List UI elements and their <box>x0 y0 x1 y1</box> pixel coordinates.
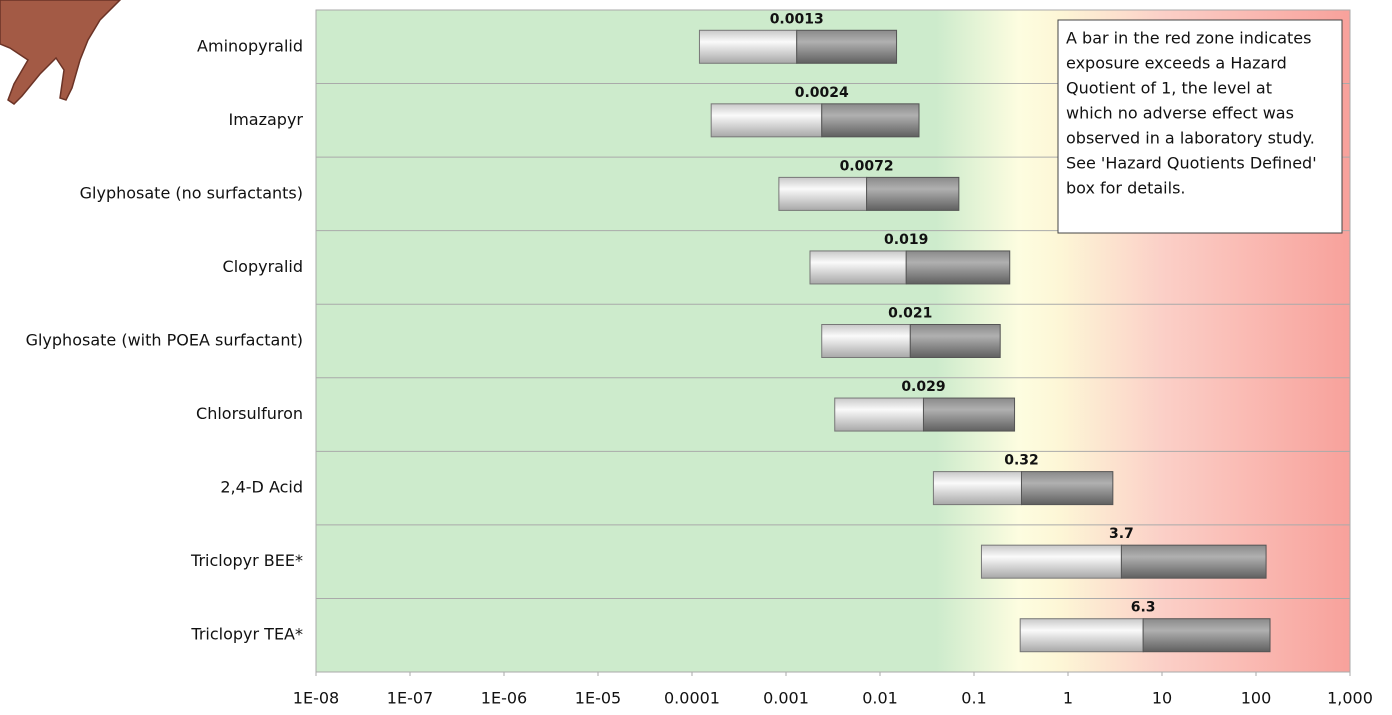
category-label: Chlorsulfuron <box>196 404 303 423</box>
x-tick-label: 1E-08 <box>293 689 339 708</box>
range-low <box>698 29 798 64</box>
range-high <box>1120 544 1267 579</box>
x-tick-label: 1E-07 <box>387 689 433 708</box>
range-high <box>1020 471 1114 506</box>
deer-icon <box>0 0 122 105</box>
range-low <box>1019 618 1144 653</box>
value-label: 0.021 <box>888 306 932 322</box>
range-high <box>909 324 1001 358</box>
value-label: 0.0072 <box>840 158 894 174</box>
x-tick-label: 1,000 <box>1327 689 1373 708</box>
value-label: 6.3 <box>1131 600 1156 616</box>
range-low <box>932 471 1022 506</box>
range-high <box>821 103 920 138</box>
annotation-line: observed in a laboratory study. <box>1066 129 1315 148</box>
annotation-box <box>1057 19 1343 234</box>
x-tick-label: 0.0001 <box>664 689 720 708</box>
x-tick-label: 0.001 <box>763 689 809 708</box>
category-label: Glyphosate (no surfactants) <box>80 183 303 202</box>
category-label: Aminopyralid <box>197 36 303 55</box>
range-low <box>710 103 823 138</box>
value-label: 0.32 <box>1004 453 1039 469</box>
category-label: Glyphosate (with POEA surfactant) <box>26 331 303 350</box>
range-high <box>1142 618 1271 653</box>
range-high <box>922 397 1016 432</box>
value-label: 3.7 <box>1109 526 1134 542</box>
annotation-line: See 'Hazard Quotients Defined' <box>1066 154 1317 173</box>
category-label: Triclopyr BEE* <box>190 551 303 570</box>
value-label: 0.0013 <box>770 11 824 27</box>
range-high <box>905 250 1011 285</box>
value-label: 0.0024 <box>795 85 849 101</box>
annotation-line: Quotient of 1, the level at <box>1066 79 1272 98</box>
x-tick-label: 0.1 <box>961 689 986 708</box>
x-tick-label: 1E-05 <box>575 689 621 708</box>
value-label: 0.019 <box>884 232 928 248</box>
range-low <box>778 176 868 211</box>
x-tick-label: 100 <box>1241 689 1272 708</box>
annotation-line: box for details. <box>1066 179 1185 198</box>
range-low <box>980 544 1122 579</box>
annotation-line: exposure exceeds a Hazard <box>1066 54 1287 73</box>
category-label: Imazapyr <box>228 110 303 129</box>
x-tick-label: 1E-06 <box>481 689 527 708</box>
range-high <box>866 176 960 211</box>
x-tick-label: 0.01 <box>862 689 898 708</box>
range-low <box>809 250 907 285</box>
value-label: 0.029 <box>901 379 945 395</box>
category-label: Clopyralid <box>223 257 303 276</box>
category-label: Triclopyr TEA* <box>190 625 303 644</box>
annotation-line: which no adverse effect was <box>1066 104 1294 123</box>
range-high <box>796 29 898 64</box>
x-tick-label: 10 <box>1152 689 1172 708</box>
x-tick-label: 1 <box>1063 689 1073 708</box>
category-label: 2,4-D Acid <box>220 478 303 497</box>
range-low <box>834 397 924 432</box>
range-low <box>821 324 911 358</box>
annotation-line: A bar in the red zone indicates <box>1066 29 1311 48</box>
